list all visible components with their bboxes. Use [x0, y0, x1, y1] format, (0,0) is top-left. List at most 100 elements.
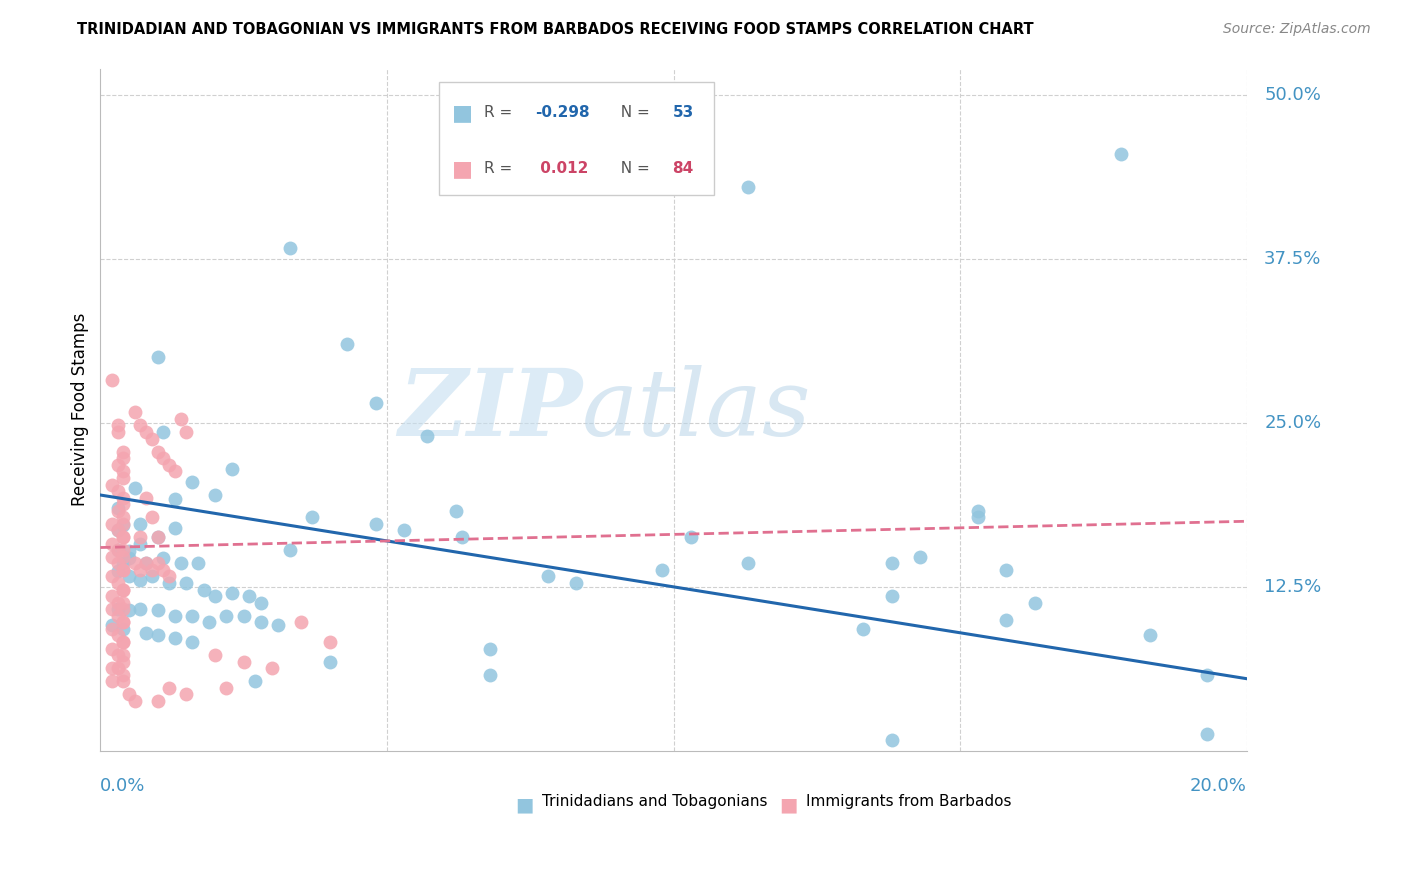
Point [112, 543, 135, 558]
Text: ■: ■ [453, 103, 474, 123]
Point [364, 396, 387, 410]
Text: N =: N = [610, 161, 654, 177]
Point [107, 524, 129, 538]
Point [112, 622, 135, 636]
Point [163, 464, 186, 478]
Point [107, 661, 129, 675]
Point [169, 556, 191, 570]
Point [101, 602, 124, 616]
Point [107, 458, 129, 472]
Point [107, 576, 129, 591]
Text: TRINIDADIAN AND TOBAGONIAN VS IMMIGRANTS FROM BARBADOS RECEIVING FOOD STAMPS COR: TRINIDADIAN AND TOBAGONIAN VS IMMIGRANTS… [77, 22, 1033, 37]
Point [112, 655, 135, 669]
Point [112, 530, 135, 544]
Point [181, 635, 204, 649]
Point [101, 477, 124, 491]
Point [101, 622, 124, 636]
Point [107, 524, 129, 538]
Point [112, 582, 135, 597]
Point [112, 556, 135, 570]
Text: Source: ZipAtlas.com: Source: ZipAtlas.com [1223, 22, 1371, 37]
Point [146, 694, 169, 708]
Point [101, 661, 124, 675]
Point [278, 543, 301, 558]
Point [1024, 596, 1046, 610]
Point [112, 582, 135, 597]
Point [101, 641, 124, 656]
Point [118, 688, 141, 702]
Point [112, 518, 135, 533]
Point [880, 589, 903, 603]
Point [392, 524, 415, 538]
Point [152, 425, 174, 439]
Point [112, 549, 135, 564]
Point [565, 576, 588, 591]
Point [112, 635, 135, 649]
Point [135, 556, 157, 570]
Point [112, 464, 135, 478]
Point [966, 510, 988, 524]
Point [157, 458, 180, 472]
Point [107, 596, 129, 610]
Text: N =: N = [610, 105, 654, 120]
Point [107, 501, 129, 516]
Point [112, 471, 135, 485]
Point [129, 563, 152, 577]
Point [157, 576, 180, 591]
Point [112, 615, 135, 630]
Point [118, 544, 141, 558]
Text: R =: R = [485, 161, 517, 177]
Text: 12.5%: 12.5% [1264, 578, 1322, 596]
Point [118, 551, 141, 566]
Point [737, 179, 759, 194]
Point [318, 635, 340, 649]
Text: Trinidadians and Tobagonians: Trinidadians and Tobagonians [541, 794, 768, 809]
Point [157, 681, 180, 695]
Point [146, 556, 169, 570]
Point [107, 564, 129, 578]
Point [880, 556, 903, 570]
Point [1109, 146, 1132, 161]
Point [141, 569, 163, 583]
Point [107, 648, 129, 662]
Point [336, 337, 359, 351]
Text: 37.5%: 37.5% [1264, 250, 1322, 268]
Point [112, 516, 135, 531]
Point [107, 608, 129, 623]
Text: 50.0%: 50.0% [1264, 86, 1322, 103]
Point [146, 444, 169, 458]
Point [238, 589, 260, 603]
Text: 20.0%: 20.0% [1189, 777, 1247, 795]
Point [129, 530, 152, 544]
Point [290, 615, 312, 630]
Point [204, 488, 226, 502]
Point [101, 372, 124, 386]
Point [250, 615, 273, 630]
Point [112, 563, 135, 577]
Point [112, 444, 135, 458]
Point [1139, 628, 1161, 642]
FancyBboxPatch shape [439, 82, 714, 194]
Point [112, 668, 135, 682]
Point [118, 603, 141, 617]
Text: ■: ■ [779, 796, 797, 814]
Point [124, 405, 146, 419]
Text: ZIP: ZIP [398, 365, 582, 455]
Point [157, 569, 180, 583]
Point [908, 549, 931, 564]
Point [651, 563, 673, 577]
Point [995, 613, 1018, 627]
Point [135, 625, 157, 640]
Point [107, 628, 129, 642]
Point [416, 429, 439, 443]
Text: 84: 84 [672, 161, 693, 177]
Point [536, 569, 558, 583]
Point [250, 596, 273, 610]
Point [221, 462, 243, 476]
Point [101, 549, 124, 564]
Point [107, 425, 129, 439]
Point [152, 451, 174, 466]
Point [141, 510, 163, 524]
Text: 25.0%: 25.0% [1264, 414, 1322, 432]
Point [129, 602, 152, 616]
